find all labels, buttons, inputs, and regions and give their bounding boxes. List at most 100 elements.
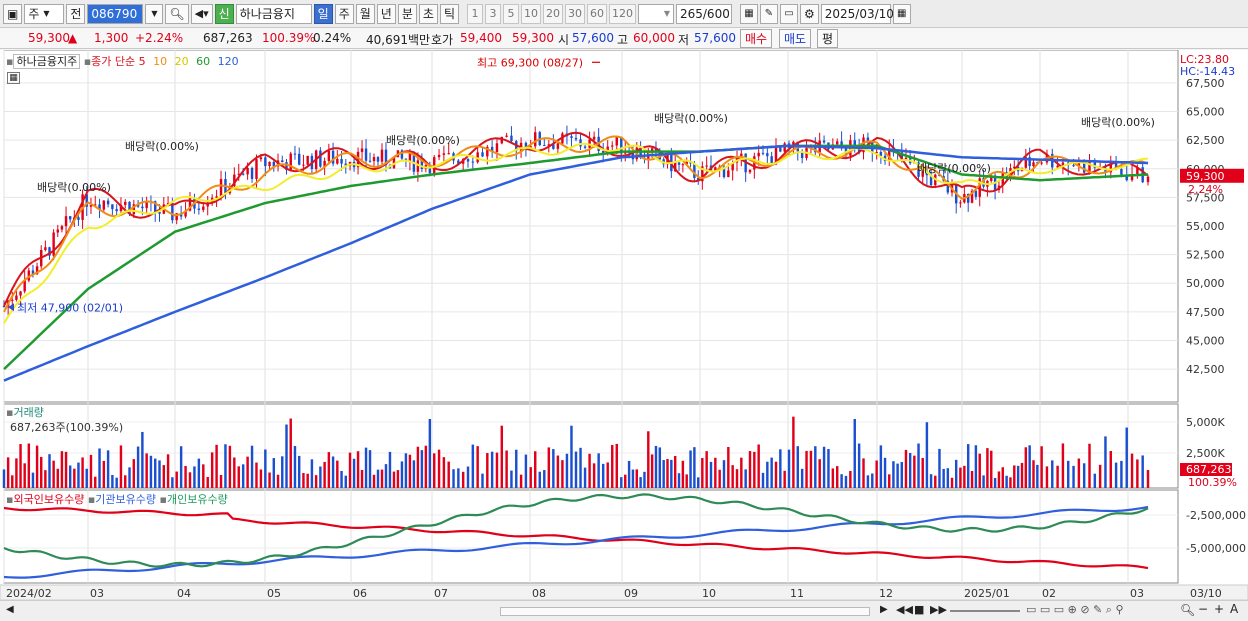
minute-1[interactable]: 1 [466,3,483,24]
minute-20[interactable]: 20 [542,3,563,24]
tool-icons[interactable]: ▭ ▭ ▭ ⊕ ⊘ ✎ ⌕ ⚲ [1026,603,1124,616]
scroll-left-icon[interactable]: ◀ [6,604,14,615]
volume-bar [783,470,786,488]
custom-interval-select[interactable]: ▼ [637,3,674,24]
ma20-label[interactable]: 20 [174,55,189,68]
dividend-annotation: 배당락(0.00%) [1081,116,1155,129]
foreign-holdings-label[interactable]: 외국인보유수량 [13,493,85,506]
volume-bar [950,477,954,488]
candle-body [1130,174,1134,181]
candle-body [132,204,136,215]
minute-3[interactable]: 3 [484,3,501,24]
ma10-label[interactable]: 10 [153,55,168,68]
eval-button[interactable]: 평 [817,29,839,48]
minute-30[interactable]: 30 [564,3,585,24]
speed-slider[interactable] [950,610,1020,612]
stock-code-input[interactable]: 086790 [87,3,144,24]
interval-week[interactable]: 주 [334,3,354,24]
candle-body [1072,165,1075,167]
volume-bar [796,446,799,488]
ma120-label[interactable]: 120 [217,55,239,68]
plus-icon[interactable]: + [1214,602,1225,616]
interval-day[interactable]: 일 [313,3,333,24]
chart-canvas[interactable]: 최고 69,300 (08/27) 최저 47,900 (02/01) 배당락(0.… [0,50,1248,621]
prev-button[interactable]: 전 [66,3,86,24]
volume-bar [98,448,101,488]
candle-body [420,160,424,170]
volume-bar [592,463,596,488]
volume-bar [1016,465,1020,488]
zoom-out-icon[interactable]: 🔍︎ [1180,603,1196,617]
stop-icon[interactable]: ■ [914,603,925,616]
retail-holdings-label[interactable]: 개인보유수량 [166,493,228,506]
volume-bar [761,472,765,488]
scroll-bar[interactable]: ◀ ▶ ◀◀ ■ ▶▶ ▭ ▭ ▭ ⊕ ⊘ ✎ ⌕ ⚲ 🔍︎ − + A [0,600,1248,621]
buy-button[interactable]: 매수 [740,29,773,48]
candle-body [457,160,460,164]
candle-body [761,152,765,154]
volume-title-text[interactable]: 거래량 [13,406,44,419]
open-label: 시 [558,33,570,47]
interval-second[interactable]: 초 [418,3,438,24]
volume-bar [388,451,392,488]
candle-body [1061,162,1065,166]
interval-minute[interactable]: 분 [397,3,417,24]
interval-month[interactable]: 월 [355,3,375,24]
sell-button[interactable]: 매도 [779,29,812,48]
gear-icon[interactable]: ⚙ [799,3,819,24]
candle-body [206,203,209,207]
ma5-label[interactable]: 5 [138,55,146,68]
stock-chart[interactable]: 최고 69,300 (08/27) 최저 47,900 (02/01) 배당락(0.… [0,50,1248,621]
candle-body [433,157,436,174]
candle-body [966,193,970,203]
minute-10[interactable]: 10 [520,3,541,24]
grid-toggle-icon[interactable]: ▦ [7,72,20,84]
candle-body [384,149,388,166]
forward-icon[interactable]: ▶▶ [930,603,947,616]
minus-icon[interactable]: − [1198,602,1209,616]
calendar-icon[interactable]: ▦ [892,3,911,24]
date-field[interactable]: 2025/03/10 [820,3,894,24]
inst-holdings-label[interactable]: 기관보유수량 [95,493,157,506]
volume-bar [534,451,537,488]
volume-bar [538,471,541,488]
minute-120[interactable]: 120 [608,3,636,24]
volume-bar [1077,458,1081,488]
open-price: 57,600 [572,31,614,45]
count-field[interactable]: 265/600 [675,3,732,24]
save-icon[interactable]: ▭ [779,3,798,24]
volume-bar [556,455,560,488]
draw-tool-icon[interactable]: ✎ [759,3,778,24]
stock-label[interactable]: 하나금융지주 [13,54,81,69]
period-select[interactable]: 주 ▼ [24,3,65,24]
chart-window-icon[interactable]: ▣ [3,3,23,24]
candle-body [68,216,72,220]
candle-body [946,180,950,193]
rewind-icon[interactable]: ◀◀ [896,603,913,616]
interval-year[interactable]: 년 [376,3,396,24]
minute-60[interactable]: 60 [586,3,607,24]
candle-body [693,163,696,178]
volume-bar [853,418,856,488]
code-dropdown-button[interactable]: ▼ [145,3,164,24]
chart-type-icon[interactable]: ▦ [739,3,758,24]
search-icon[interactable]: 🔍︎ [165,3,189,24]
speaker-icon[interactable]: ◀▾ [190,3,213,24]
new-badge[interactable]: 신 [214,3,234,24]
volume-bar [662,460,665,488]
minute-5[interactable]: 5 [502,3,519,24]
scroll-thumb[interactable] [500,607,870,616]
interval-tick[interactable]: 틱 [439,3,459,24]
volume-bar [929,474,933,488]
candle-body [929,175,933,186]
text-tool-icon[interactable]: A [1230,602,1239,616]
scroll-right-icon[interactable]: ▶ [880,604,888,615]
candle-body [293,153,297,155]
candle-body [64,216,68,227]
candle-body [136,204,140,207]
candle-body [800,151,804,159]
ma60-label[interactable]: 60 [196,55,211,68]
ma-label[interactable]: 종가 단순 [91,55,136,68]
volume-bar [476,446,479,488]
volume-bar [543,470,546,488]
